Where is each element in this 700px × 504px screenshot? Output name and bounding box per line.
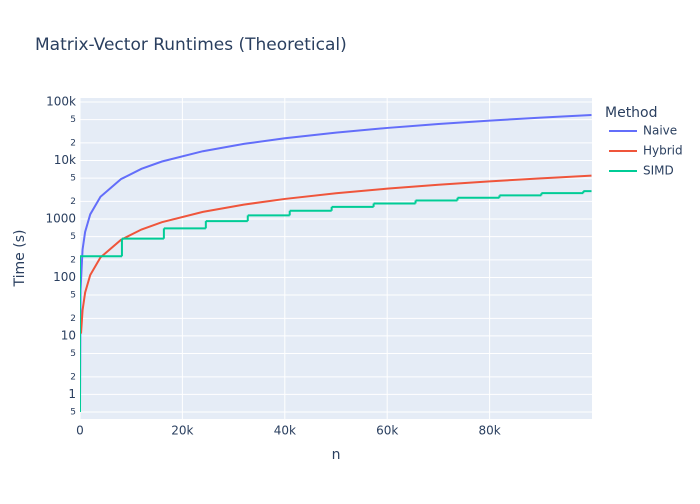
legend-title: Method [605,105,658,121]
series-line [80,174,592,334]
y-tick-label: 5 [70,291,76,301]
y-tick-label: 10k [54,153,76,167]
y-tick-label: 2 [70,138,76,148]
legend-label: Hybrid [643,144,683,158]
plot-area [80,98,592,419]
x-tick-label: 80k [478,424,500,438]
series-line [80,113,592,408]
x-tick-label: 0 [76,424,84,438]
legend-label: Naive [643,124,677,138]
y-tick-label: 1000 [45,211,76,225]
legend: Naive Hybrid SIMD [609,124,683,178]
y-tick-label: 2 [70,372,76,382]
y-axis-title: Time (s) [12,230,28,288]
x-tick-label: 60k [376,424,398,438]
y-tick-label: 2 [70,314,76,324]
marks [80,113,592,414]
y-tick-label: 5 [70,232,76,242]
y-tick-label: 100 [53,270,76,284]
y-tick-label: 2 [70,197,76,207]
y-tick-label: 5 [70,174,76,184]
y-tick-label: 5 [70,408,76,418]
x-axis-title: n [332,447,341,463]
legend-label: SIMD [643,164,674,178]
x-tick-label: 20k [171,424,193,438]
y-tick-label: 100k [46,94,76,108]
y-tick-label: 2 [70,255,76,265]
y-tick-label: 1 [68,387,76,401]
y-tick-label: 5 [70,349,76,359]
y-tick-label: 10 [61,328,76,342]
chart-title: Matrix-Vector Runtimes (Theoretical) [35,35,347,55]
x-tick-label: 40k [274,424,296,438]
y-tick-label: 5 [70,115,76,125]
